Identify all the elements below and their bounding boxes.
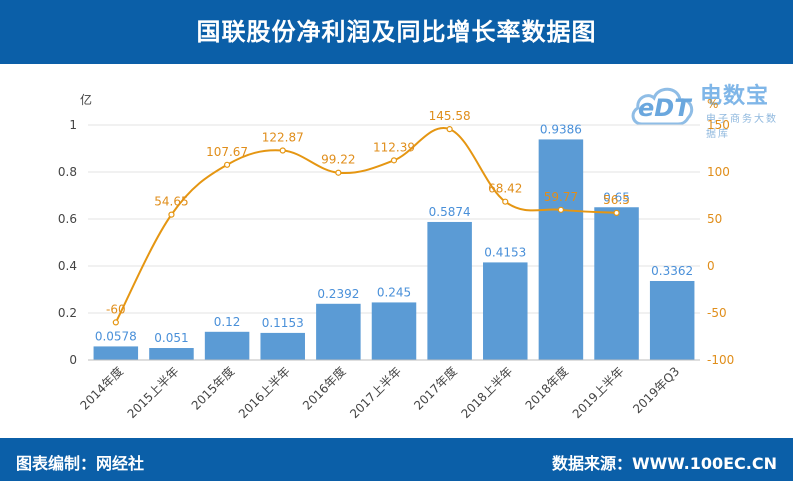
growth-point bbox=[446, 126, 453, 133]
x-tick-label: 2019年Q3 bbox=[630, 364, 682, 416]
left-tick-label: 0 bbox=[69, 353, 77, 367]
left-axis-unit: 亿 bbox=[80, 92, 92, 107]
bar-value-label: 0.3362 bbox=[651, 264, 693, 278]
x-tick-label: 2019上半年 bbox=[570, 364, 627, 421]
bar-value-label: 0.5874 bbox=[429, 205, 471, 219]
left-tick-label: 1 bbox=[69, 118, 77, 132]
bar-value-label: 0.051 bbox=[154, 331, 188, 345]
growth-value-label: 54.65 bbox=[154, 195, 188, 209]
bar bbox=[316, 303, 361, 360]
growth-value-label: 68.42 bbox=[488, 182, 522, 196]
growth-point bbox=[335, 169, 342, 176]
bar-value-label: 0.0578 bbox=[95, 329, 137, 343]
bar bbox=[649, 280, 695, 360]
bar bbox=[371, 302, 417, 360]
growth-point bbox=[112, 319, 119, 326]
x-tick-label: 2017年度 bbox=[411, 364, 460, 413]
bar bbox=[149, 348, 194, 360]
bar bbox=[538, 139, 584, 360]
growth-value-label: 56.5 bbox=[603, 193, 630, 207]
left-tick-label: 0.4 bbox=[58, 259, 77, 273]
growth-value-label: 59.77 bbox=[544, 190, 578, 204]
growth-value-label: 122.87 bbox=[262, 131, 304, 145]
growth-point bbox=[557, 206, 565, 213]
growth-line: -60 54.65 107.67 122.87 99.22 112.39 145.58 68.… bbox=[106, 109, 630, 326]
right-tick-label: 150 bbox=[707, 118, 730, 132]
x-tick-label: 2018年度 bbox=[522, 364, 571, 413]
growth-point bbox=[390, 157, 398, 164]
footer: 图表编制：网经社 数据来源：WWW.100EC.CN bbox=[0, 438, 793, 481]
bar-value-label: 0.65 bbox=[603, 190, 630, 204]
growth-value-label: 112.39 bbox=[373, 140, 415, 154]
bar-value-label: 0.12 bbox=[214, 315, 241, 329]
growth-value-label: 99.22 bbox=[321, 153, 355, 167]
bar-value-label: 0.9386 bbox=[540, 122, 582, 136]
bar bbox=[260, 332, 305, 360]
growth-point bbox=[223, 161, 231, 168]
footer-source: 数据来源：WWW.100EC.CN bbox=[551, 454, 777, 473]
growth-value-label: 107.67 bbox=[206, 145, 248, 159]
bar-value-label: 0.1153 bbox=[262, 316, 304, 330]
logo: eDT 电数宝 电子商务大数据库 bbox=[628, 74, 788, 140]
bar bbox=[204, 331, 250, 360]
chart-area: 0.0578 0.051 0.12 0.1153 0.2392 0.245 0.5874 0.… bbox=[58, 92, 734, 421]
left-tick-label: 0.2 bbox=[58, 306, 77, 320]
right-tick-label: 100 bbox=[707, 165, 730, 179]
x-tick-label: 2017上半年 bbox=[347, 364, 404, 421]
x-tick-label: 2016上半年 bbox=[236, 364, 293, 421]
growth-value-label: 145.58 bbox=[429, 109, 471, 123]
x-tick-label: 2015年度 bbox=[188, 364, 237, 413]
right-axis-unit: % bbox=[707, 97, 718, 111]
growth-value-label: -60 bbox=[106, 302, 126, 316]
bar bbox=[594, 207, 639, 360]
bar bbox=[427, 221, 472, 360]
bar-value-label: 0.245 bbox=[377, 285, 411, 299]
growth-line-path bbox=[114, 127, 617, 323]
right-tick-label: -100 bbox=[707, 353, 734, 367]
logo-subtitle: 电子商务大数据库 bbox=[706, 114, 778, 140]
logo-brand: 电数宝 bbox=[700, 84, 770, 109]
chart-title: 国联股份净利润及同比增长率数据图 bbox=[0, 0, 793, 64]
growth-point bbox=[168, 211, 175, 218]
x-tick-label: 2015上半年 bbox=[125, 364, 182, 421]
x-tick-label: 2016年度 bbox=[299, 364, 348, 413]
bar-value-label: 0.2392 bbox=[317, 287, 359, 301]
right-tick-label: -50 bbox=[707, 306, 727, 320]
logo-mark: eDT bbox=[638, 94, 691, 122]
growth-point bbox=[279, 147, 286, 154]
footer-credit: 图表编制：网经社 bbox=[16, 454, 145, 473]
bar bbox=[93, 346, 139, 360]
x-tick-label: 2014年度 bbox=[77, 364, 126, 413]
left-tick-label: 0.6 bbox=[58, 212, 77, 226]
x-tick-label: 2018上半年 bbox=[458, 364, 515, 421]
left-tick-label: 0.8 bbox=[58, 165, 77, 179]
cloud-icon bbox=[631, 87, 694, 126]
right-tick-label: 0 bbox=[707, 259, 715, 273]
bars: 0.0578 0.051 0.12 0.1153 0.2392 0.245 0.5874 0.… bbox=[93, 122, 695, 360]
growth-point bbox=[502, 198, 509, 205]
growth-point bbox=[613, 209, 620, 216]
bar-value-label: 0.4153 bbox=[484, 245, 526, 259]
right-tick-label: 50 bbox=[707, 212, 722, 226]
bar bbox=[483, 262, 528, 360]
